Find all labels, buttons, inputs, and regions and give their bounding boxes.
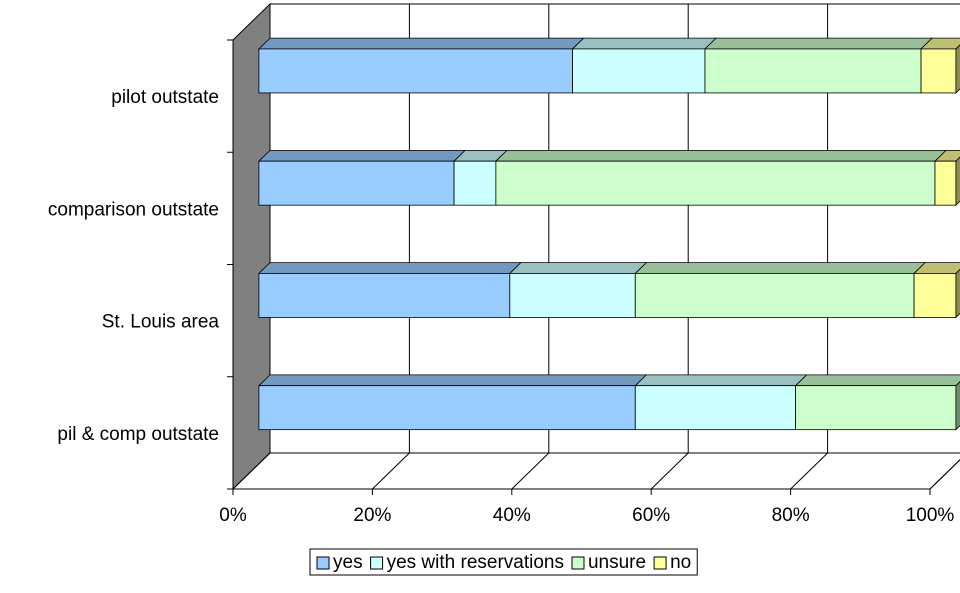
axes [227,39,931,495]
bar-top-yes [257,374,648,387]
bar-group [257,374,960,431]
category-label: pilot outstate [111,87,219,108]
legend: yes yes with reservations unsure no [309,548,698,576]
legend-label: no [670,552,691,573]
legend-label: yes [333,552,363,573]
legend-swatch [370,556,384,570]
bar-unsure [795,385,957,431]
bar-yes [258,48,573,94]
x-tick-labels: 0% 20% 40% 60% 80% 100% [219,505,954,526]
category-label: comparison outstate [48,199,219,220]
bar-no [920,48,957,94]
bar-no [934,160,957,206]
bar-top-yes-with-reservations [571,37,718,50]
gridline-floor [372,452,410,490]
bar-yes-with-reservations [634,385,796,431]
gridline-floor [511,452,550,490]
bar-top-unsure [703,37,934,50]
plot-area [257,37,960,431]
bar-side-no [955,268,960,319]
back-wall-edge [270,3,960,5]
x-tick-label: 60% [632,505,670,526]
bar-yes-with-reservations [453,160,497,206]
bar-top-yes [257,149,467,162]
x-tick-label: 20% [353,505,391,526]
bar-group [257,262,960,319]
legend-label: yes with reservations [387,552,564,573]
bar-top-yes [257,262,522,274]
bar-side-no [955,44,960,94]
bar-side-unsure [955,381,960,431]
category-labels: pilot outstate comparison outstate St. Lou… [48,87,220,445]
gridline-floor [790,452,828,490]
category-label: St. Louis area [102,312,220,333]
bar-unsure [704,48,922,94]
legend-label: unsure [588,552,646,573]
bar-yes [258,385,636,431]
legend-swatch [653,556,667,570]
x-tick-label: 40% [493,505,531,526]
bar-unsure [495,160,936,206]
x-tick-label: 0% [219,505,247,526]
bar-yes-with-reservations [509,273,636,318]
gridline-floor [232,452,271,490]
bar-yes [258,160,455,206]
gridline-floor [929,459,960,490]
category-label: pil & comp outstate [57,424,219,445]
bar-yes [258,273,511,318]
bar-unsure [634,273,915,318]
floor-right-edge [929,459,960,490]
bar-side-no [955,156,960,207]
legend-swatch [571,556,585,570]
bar-group [257,37,960,94]
bar-top-unsure [794,374,960,387]
bar-top-unsure [634,262,927,274]
bar-top-unsure [494,149,948,162]
bar-group [257,149,960,207]
x-tick-label: 100% [906,505,955,526]
bar-top-yes-with-reservations [508,262,648,274]
x-tick-label: 80% [772,505,810,526]
bar-top-yes [257,37,585,50]
legend-swatch [316,556,330,570]
gridline-floor [650,452,689,490]
bar-yes-with-reservations [572,48,706,94]
bar-top-yes-with-reservations [634,374,808,387]
bar-no [913,273,957,318]
